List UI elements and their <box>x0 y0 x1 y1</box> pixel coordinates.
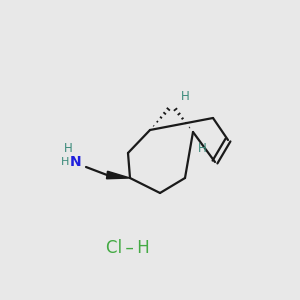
Text: H: H <box>198 142 207 154</box>
Text: H: H <box>61 157 69 167</box>
Text: Cl – H: Cl – H <box>106 239 150 257</box>
Text: H: H <box>64 142 72 154</box>
Text: H: H <box>181 89 190 103</box>
Polygon shape <box>106 171 130 179</box>
Text: N: N <box>70 155 82 169</box>
